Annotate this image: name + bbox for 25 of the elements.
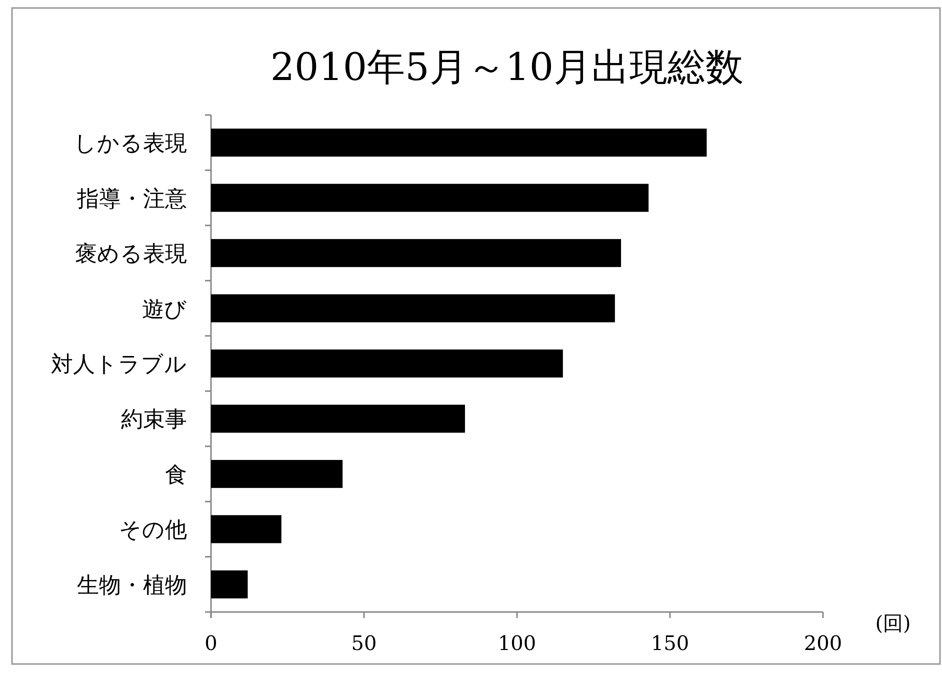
y-tick-label: その他 — [119, 518, 187, 544]
bar — [211, 404, 465, 433]
y-tick-label: 褒める表現 — [75, 242, 187, 268]
y-tick-label: 指導・注意 — [76, 186, 187, 212]
bar — [211, 184, 649, 212]
x-tick-label: 200 — [804, 631, 842, 655]
x-axis-title: (回) — [875, 611, 911, 635]
bar — [211, 515, 282, 544]
y-tick-label: 対人トラブル — [51, 352, 187, 378]
bar — [211, 128, 707, 157]
x-tick-label: 50 — [351, 631, 377, 655]
bar — [211, 570, 248, 598]
bar — [211, 460, 343, 488]
x-tick-label: 100 — [498, 631, 536, 655]
x-tick-label: 0 — [204, 631, 218, 655]
chart-title: 2010年5月～10月出現総数 — [270, 45, 744, 89]
y-tick-label: 生物・植物 — [77, 573, 187, 598]
y-tick-label: 約束事 — [121, 408, 187, 433]
bar — [211, 294, 615, 322]
y-tick-label: しかる表現 — [74, 132, 187, 157]
y-tick-label: 遊び — [142, 297, 187, 322]
bar — [211, 239, 622, 268]
bar — [211, 350, 563, 378]
y-tick-label: 食 — [165, 462, 187, 488]
x-tick-label: 150 — [650, 631, 690, 655]
